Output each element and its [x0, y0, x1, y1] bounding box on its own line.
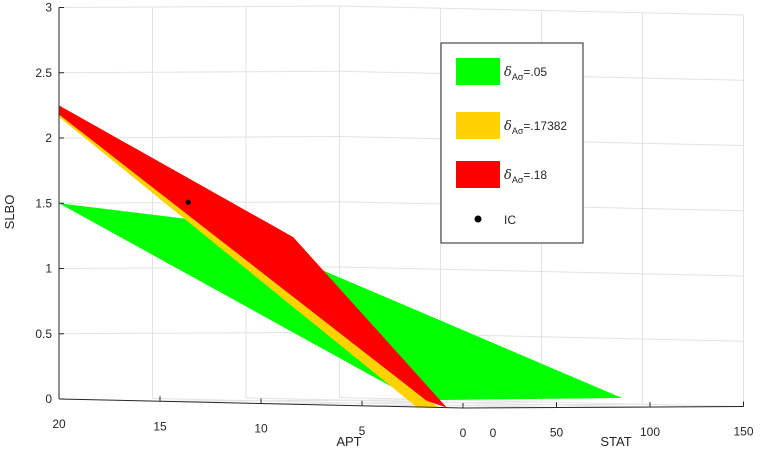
y-tick-label: 150 [733, 425, 753, 439]
grid-line [245, 397, 651, 408]
z-tick-label: 0.5 [35, 327, 52, 341]
x-tick-label: 20 [52, 417, 66, 431]
legend-delta-subscript: Aσ [512, 126, 524, 136]
legend-swatch-delta-17382 [456, 112, 500, 139]
legend-swatch-delta-05 [456, 58, 500, 85]
x-tick-label: 0 [460, 426, 467, 440]
grid-line [159, 399, 441, 402]
legend-delta-symbol: δ [504, 168, 512, 183]
y-tick-label: 100 [640, 425, 660, 439]
grid-line [58, 70, 340, 74]
z-tick-label: 2 [45, 131, 52, 145]
y-axis-line [462, 406, 744, 409]
z-tick-label: 0 [45, 392, 52, 406]
z-tick-label: 2.5 [35, 66, 52, 80]
legend-delta-symbol: δ [504, 65, 512, 80]
legend-delta-subscript: Aσ [512, 72, 524, 82]
grid-line [260, 401, 542, 404]
grid-line [58, 5, 340, 8]
legend-delta-value: =.18 [523, 168, 547, 182]
ic-point-marker [185, 199, 191, 205]
legend-delta-symbol: δ [504, 119, 512, 134]
grid-line [152, 398, 557, 408]
z-tick-label: 1 [45, 262, 52, 276]
x-tick-label: 5 [359, 424, 366, 438]
x-tick-label: 10 [254, 422, 268, 436]
surfaces [59, 105, 622, 408]
legend-marker-ic [474, 215, 482, 223]
legend-delta-value: =.05 [523, 65, 547, 79]
legend-entry-delta-18: δAσ=.18 [504, 168, 547, 185]
legend: δAσ=.05 δAσ=.17382 δAσ=.18 IC [440, 42, 584, 244]
legend-entry-ic: IC [504, 213, 516, 227]
y-tick-label: 0 [490, 426, 497, 440]
z-tick-label: 3 [45, 1, 52, 15]
z-axis-label: SLBO [2, 195, 17, 230]
legend-swatch-delta-18 [456, 161, 500, 188]
y-axis-label: STAT [600, 434, 631, 449]
y-tick-label: 50 [550, 426, 564, 440]
x-axis-label: APT [336, 434, 361, 449]
legend-delta-value: =.17382 [523, 119, 567, 133]
legend-entry-delta-17382: δAσ=.17382 [504, 119, 567, 136]
grid-line [58, 331, 340, 335]
grid-line [361, 403, 643, 407]
z-tick-label: 1.5 [35, 196, 52, 210]
surface-delta-18 [59, 105, 447, 408]
legend-delta-subscript: Aσ [512, 175, 524, 185]
x-tick-label: 15 [153, 419, 167, 433]
legend-entry-delta-05: δAσ=.05 [504, 65, 547, 82]
